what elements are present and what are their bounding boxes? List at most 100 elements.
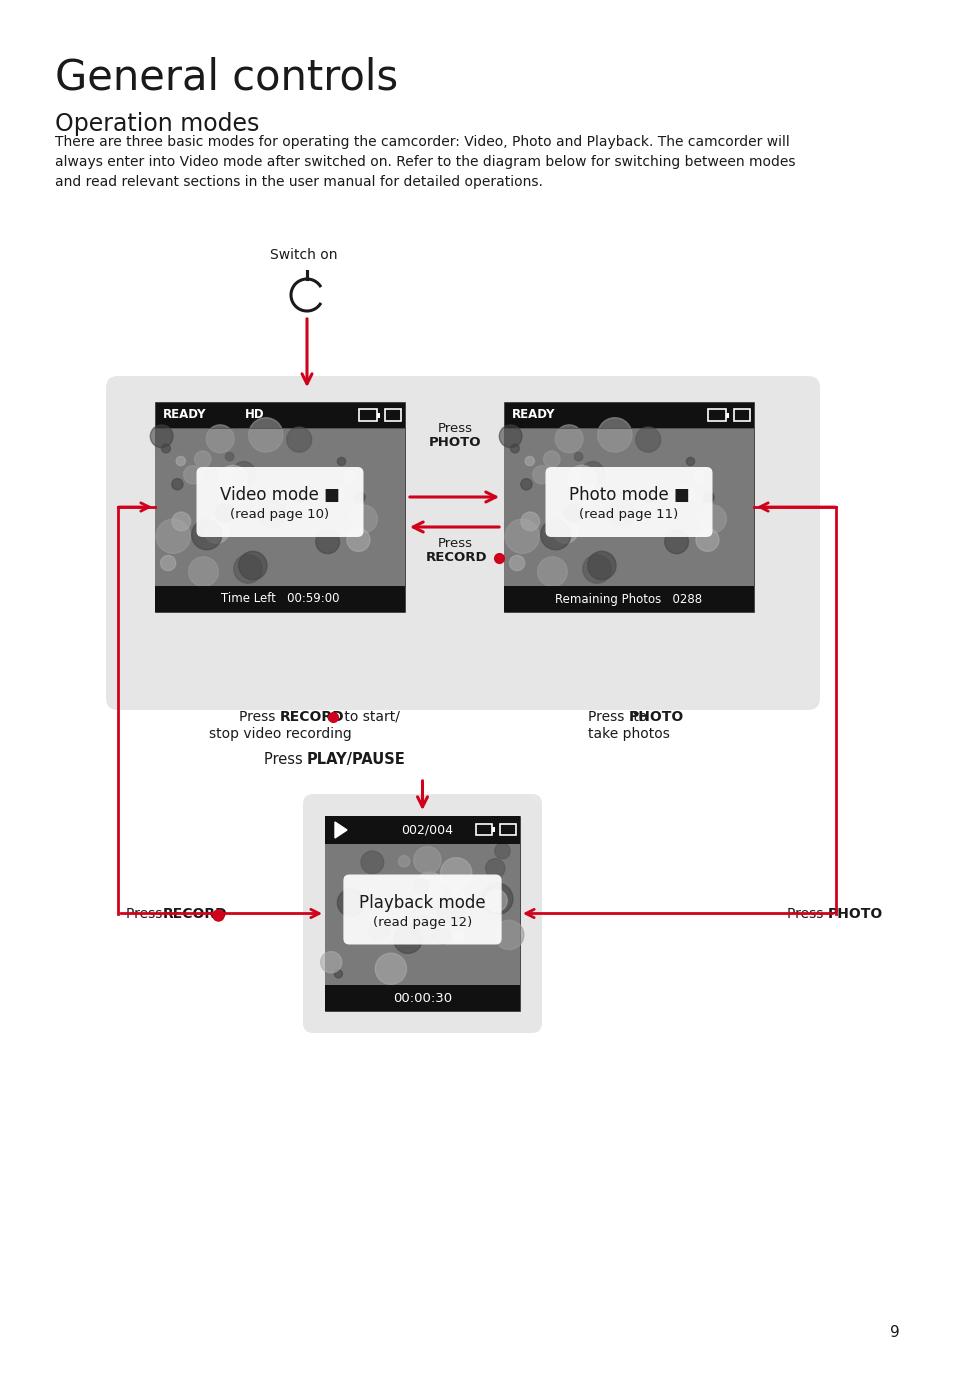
Bar (499, 824, 516, 835)
Circle shape (414, 879, 429, 893)
Text: PHOTO: PHOTO (428, 436, 480, 449)
Circle shape (411, 916, 437, 944)
Circle shape (580, 462, 604, 485)
Circle shape (233, 555, 262, 583)
Bar (154, 427, 405, 585)
Text: Switch on: Switch on (270, 247, 337, 262)
Circle shape (194, 451, 211, 467)
Text: Time Left   00:59:00: Time Left 00:59:00 (220, 592, 339, 606)
Circle shape (485, 889, 507, 911)
Text: There are three basic modes for operating the camcorder: Video, Photo and Playba: There are three basic modes for operatin… (55, 135, 795, 190)
Text: PHOTO: PHOTO (827, 907, 882, 921)
Circle shape (294, 492, 305, 502)
Bar (325, 816, 519, 1011)
Circle shape (369, 919, 389, 940)
Circle shape (151, 425, 172, 448)
Bar (503, 585, 753, 611)
Text: 00:00:30: 00:00:30 (393, 992, 452, 1004)
Circle shape (563, 504, 582, 522)
Text: (read page 10): (read page 10) (231, 508, 329, 521)
Bar (707, 409, 725, 420)
Circle shape (574, 452, 582, 460)
Circle shape (555, 425, 582, 452)
Text: Press: Press (126, 907, 167, 921)
Bar (492, 827, 495, 833)
Circle shape (454, 933, 463, 943)
Circle shape (494, 921, 523, 949)
Circle shape (440, 857, 472, 889)
FancyBboxPatch shape (545, 467, 712, 537)
Polygon shape (335, 822, 347, 838)
Circle shape (498, 425, 521, 448)
Circle shape (693, 471, 703, 482)
Circle shape (331, 486, 344, 500)
Circle shape (416, 872, 443, 900)
Circle shape (698, 506, 725, 533)
Circle shape (156, 519, 191, 554)
Text: Press: Press (239, 710, 280, 724)
Text: (read page 11): (read page 11) (578, 508, 678, 521)
Circle shape (540, 519, 570, 550)
Bar (725, 414, 728, 418)
Text: READY: READY (512, 408, 555, 422)
Circle shape (543, 451, 559, 467)
Circle shape (232, 462, 255, 485)
Circle shape (524, 456, 534, 466)
Circle shape (450, 923, 463, 936)
Circle shape (664, 530, 688, 554)
Circle shape (160, 555, 175, 570)
Text: stop video recording: stop video recording (209, 727, 351, 741)
Circle shape (504, 519, 538, 554)
Circle shape (587, 551, 616, 580)
Bar (358, 409, 376, 420)
Circle shape (257, 500, 285, 528)
Text: take photos: take photos (587, 727, 669, 741)
Circle shape (679, 486, 693, 500)
Bar (376, 414, 379, 418)
Text: to start/: to start/ (339, 710, 399, 724)
Circle shape (481, 883, 513, 915)
Circle shape (192, 519, 221, 550)
Circle shape (172, 513, 191, 530)
Circle shape (337, 889, 364, 916)
Text: Playback mode: Playback mode (359, 893, 485, 911)
Text: HD: HD (245, 408, 264, 422)
Text: to: to (628, 710, 647, 724)
Text: RECORD: RECORD (163, 907, 228, 921)
Circle shape (695, 529, 719, 551)
Text: RECORD: RECORD (426, 551, 487, 563)
Circle shape (553, 518, 578, 543)
FancyBboxPatch shape (303, 794, 541, 1033)
Circle shape (172, 478, 183, 491)
Circle shape (189, 556, 218, 587)
Text: Press: Press (437, 537, 472, 550)
FancyBboxPatch shape (196, 467, 363, 537)
Circle shape (369, 910, 386, 926)
Circle shape (702, 492, 714, 503)
Circle shape (238, 551, 267, 580)
Circle shape (334, 970, 342, 978)
Circle shape (176, 456, 185, 466)
Circle shape (249, 418, 283, 452)
Circle shape (344, 471, 355, 482)
Circle shape (597, 418, 632, 452)
Text: 9: 9 (889, 1325, 899, 1340)
Text: Press: Press (786, 907, 827, 921)
Circle shape (509, 555, 524, 570)
Circle shape (347, 529, 370, 551)
Circle shape (204, 518, 229, 543)
Circle shape (435, 929, 451, 944)
Circle shape (360, 851, 383, 874)
Circle shape (394, 925, 421, 954)
Text: RECORD: RECORD (280, 710, 344, 724)
Circle shape (398, 856, 410, 867)
Circle shape (375, 954, 406, 984)
Text: Remaining Photos   0288: Remaining Photos 0288 (555, 592, 701, 606)
Bar (503, 403, 753, 611)
Text: Press: Press (437, 422, 472, 436)
Circle shape (510, 444, 518, 453)
Circle shape (485, 859, 504, 878)
Text: Operation modes: Operation modes (55, 113, 259, 136)
Bar (154, 585, 405, 611)
Text: (read page 12): (read page 12) (373, 915, 472, 929)
